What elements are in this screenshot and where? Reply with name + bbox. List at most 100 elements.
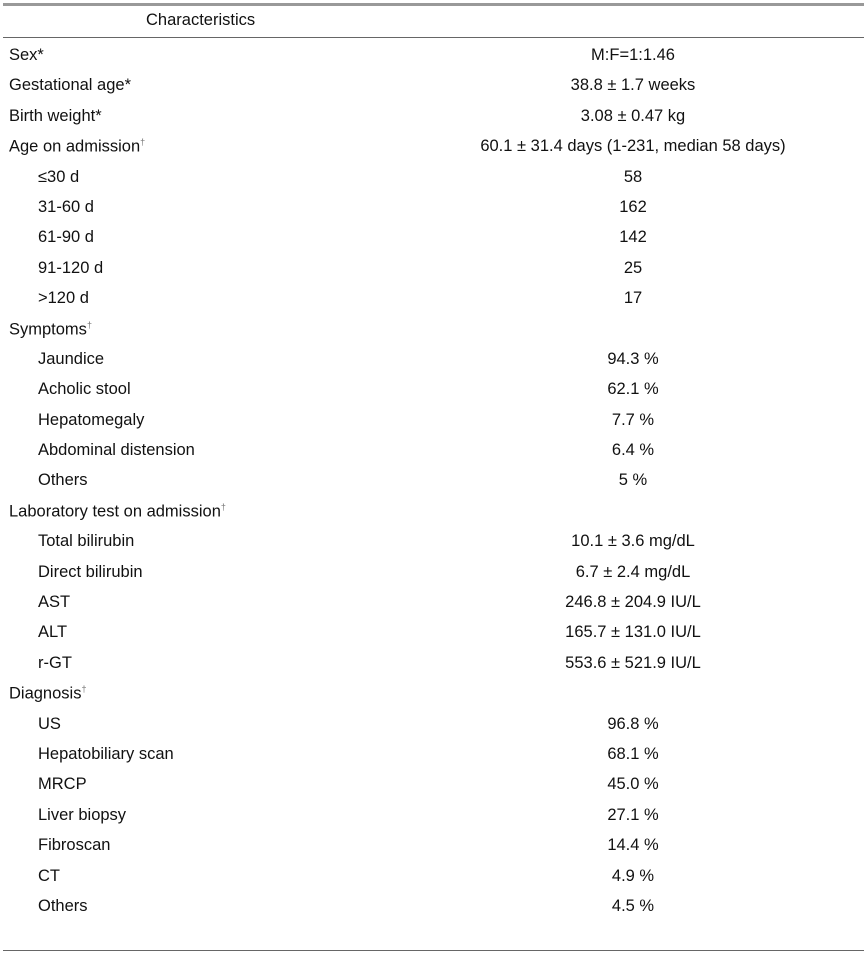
row-label-text: Symptoms <box>9 320 87 339</box>
row-value: 38.8 ± 1.7 weeks <box>570 76 696 95</box>
row-label-text: CT <box>38 866 60 885</box>
table-row: Hepatomegaly 7.7 % <box>0 405 867 435</box>
table-row: Diagnosis† <box>0 678 867 708</box>
row-label: Direct bilirubin <box>38 563 143 582</box>
row-label-text: Abdominal distension <box>38 441 195 460</box>
table-row: Fibroscan 14.4 % <box>0 830 867 860</box>
row-label: ALT <box>38 623 67 642</box>
table-row: US 96.8 % <box>0 709 867 739</box>
row-label: Fibroscan <box>38 836 110 855</box>
table-row: Gestational age* 38.8 ± 1.7 weeks <box>0 70 867 100</box>
footnote-mark: † <box>220 501 226 512</box>
row-label: Acholic stool <box>38 380 131 399</box>
row-label: r-GT <box>38 654 72 673</box>
row-label: Hepatomegaly <box>38 411 144 430</box>
row-label: 91-120 d <box>38 259 103 278</box>
row-label-text: >120 d <box>38 289 89 308</box>
row-label-text: Others <box>38 471 88 490</box>
row-label: 31-60 d <box>38 198 94 217</box>
row-label: Abdominal distension <box>38 441 195 460</box>
table-bottom-rule <box>3 950 864 951</box>
table-row: CT 4.9 % <box>0 861 867 891</box>
row-label: Sex* <box>9 46 44 65</box>
row-label: Others <box>38 897 88 916</box>
table-row: Others 5 % <box>0 465 867 495</box>
table-row: Total bilirubin 10.1 ± 3.6 mg/dL <box>0 526 867 556</box>
row-label-text: Birth weight* <box>9 106 102 125</box>
row-value: 3.08 ± 0.47 kg <box>580 106 686 125</box>
row-value: 62.1 % <box>607 380 659 399</box>
row-label: US <box>38 715 61 734</box>
table-row: Jaundice 94.3 % <box>0 344 867 374</box>
table-row: Sex* M:F=1:1.46 <box>0 40 867 70</box>
row-value: 165.7 ± 131.0 IU/L <box>565 623 701 642</box>
row-label: Birth weight* <box>9 107 102 126</box>
row-label-text: AST <box>38 593 71 612</box>
row-value: 162 <box>619 197 647 216</box>
row-label-text: ALT <box>38 623 68 642</box>
table-row: Hepatobiliary scan 68.1 % <box>0 739 867 769</box>
row-value: 10.1 ± 3.6 mg/dL <box>571 532 695 551</box>
table-row: 91-120 d 25 <box>0 253 867 283</box>
row-label-text: Sex* <box>9 46 44 64</box>
table-row: Abdominal distension 6.4 % <box>0 435 867 465</box>
header-rule <box>3 37 864 38</box>
row-label-text: Diagnosis <box>9 684 82 703</box>
row-value: 6.7 ± 2.4 mg/dL <box>575 562 691 581</box>
table-row: Age on admission† 60.1 ± 31.4 days (1-231… <box>0 131 867 161</box>
table-row: 31-60 d 162 <box>0 192 867 222</box>
row-value: 142 <box>619 228 647 247</box>
column-header-characteristics: Characteristics <box>146 11 256 29</box>
row-value: 553.6 ± 521.9 IU/L <box>565 653 701 672</box>
table-top-rule <box>3 3 864 6</box>
table-row: MRCP 45.0 % <box>0 769 867 799</box>
row-label: Hepatobiliary scan <box>38 745 174 764</box>
row-label: ≤30 d <box>38 168 79 187</box>
row-label-text: Gestational age* <box>9 76 132 95</box>
row-label-text: Liver biopsy <box>38 805 127 824</box>
row-value: 27.1 % <box>607 805 659 824</box>
table-row: Laboratory test on admission† <box>0 496 867 526</box>
table-row: Birth weight* 3.08 ± 0.47 kg <box>0 101 867 131</box>
row-label-text: 31-60 d <box>38 197 94 216</box>
row-value: M:F=1:1.46 <box>591 46 675 64</box>
row-label-text: 61-90 d <box>38 228 94 247</box>
row-value: 58 <box>623 167 643 186</box>
table-row: 61-90 d 142 <box>0 222 867 252</box>
row-label: Total bilirubin <box>38 532 134 551</box>
row-label-text: Fibroscan <box>38 836 111 855</box>
row-label-text: Total bilirubin <box>38 532 135 551</box>
row-value: 45.0 % <box>607 775 659 794</box>
row-value: 68.1 % <box>607 744 659 763</box>
row-label-text: Direct bilirubin <box>38 562 143 581</box>
row-label-text: Jaundice <box>38 349 105 368</box>
row-value: 6.4 % <box>611 441 655 460</box>
row-label-text: Age on admission <box>9 137 141 156</box>
row-label-text: Hepatobiliary scan <box>38 744 174 763</box>
table-row: r-GT 553.6 ± 521.9 IU/L <box>0 648 867 678</box>
row-label: CT <box>38 867 60 886</box>
row-value: 96.8 % <box>607 714 659 733</box>
footnote-mark: † <box>140 137 146 148</box>
table-row: Liver biopsy 27.1 % <box>0 800 867 830</box>
row-value: 94.3 % <box>607 349 659 368</box>
row-label: 61-90 d <box>38 228 94 247</box>
row-value: 4.9 % <box>611 866 655 885</box>
row-label: >120 d <box>38 289 89 308</box>
table-row: Acholic stool 62.1 % <box>0 374 867 404</box>
row-label-text: MRCP <box>38 775 87 794</box>
table-row: ≤30 d 58 <box>0 162 867 192</box>
row-label: Gestational age* <box>9 76 131 95</box>
row-label: AST <box>38 593 70 612</box>
footnote-mark: † <box>81 684 87 695</box>
row-value: 17 <box>623 289 643 308</box>
row-label: Others <box>38 471 88 490</box>
row-label: Diagnosis† <box>9 684 86 704</box>
table-row: AST 246.8 ± 204.9 IU/L <box>0 587 867 617</box>
row-label-text: Others <box>38 896 88 915</box>
row-label: MRCP <box>38 775 87 794</box>
footnote-mark: † <box>86 319 92 330</box>
row-label: Jaundice <box>38 350 104 369</box>
row-label-text: 91-120 d <box>38 258 104 277</box>
row-label-text: r-GT <box>38 653 72 672</box>
